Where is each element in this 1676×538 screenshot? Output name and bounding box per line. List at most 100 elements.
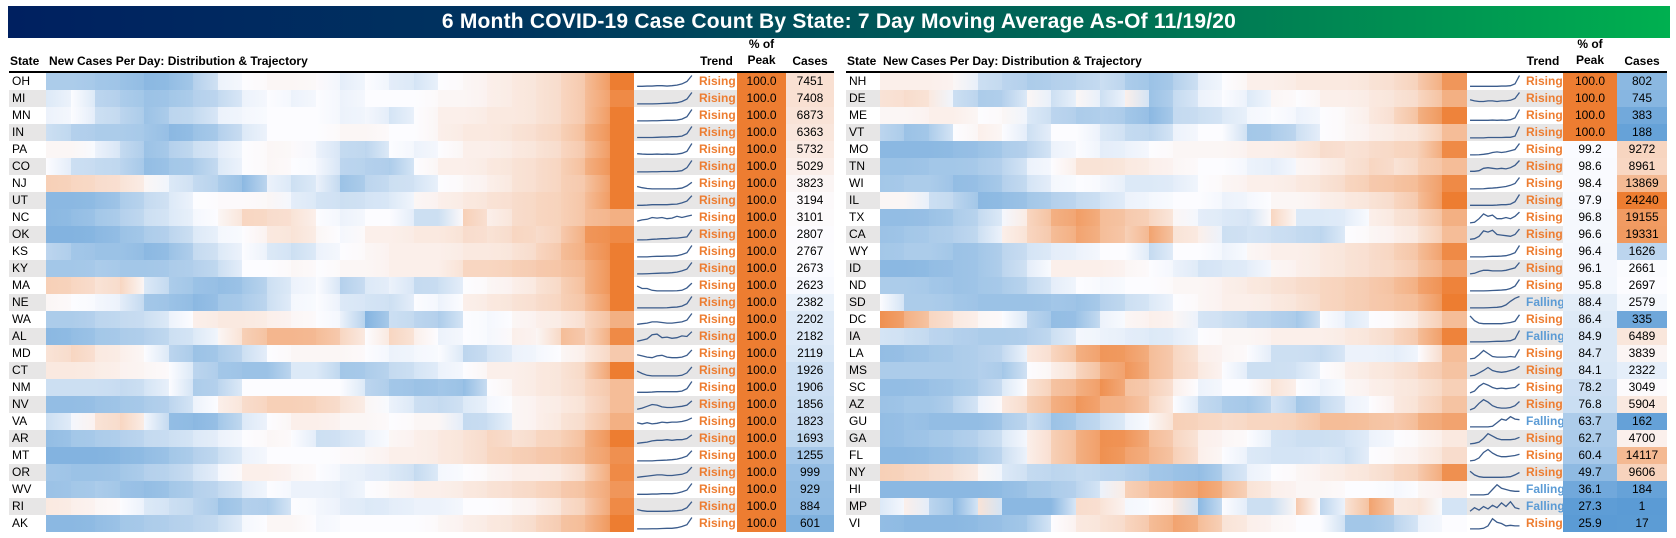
heat-cell [1442,328,1467,345]
heat-cell [511,90,536,107]
table-row: IL Rising 97.9 24240 [846,192,1667,209]
pct-of-peak-cell: 100.0 [737,430,786,447]
heat-cell [1002,379,1027,396]
trend-label: Rising [696,124,737,141]
pct-of-peak-cell: 100.0 [737,362,786,379]
heat-cell [1271,243,1296,260]
heat-cell [242,107,267,124]
cases-cell: 5732 [786,141,834,158]
sparkline [1467,73,1523,90]
sparkline-chart [1469,312,1521,327]
state-label: NE [9,294,46,311]
sparkline-line [1470,297,1519,308]
heat-cell [46,413,71,430]
heat-cell [364,362,389,379]
heat-cell [977,107,1003,124]
heat-cell [487,209,512,226]
heat-cell [364,515,389,532]
heatmap-row [46,158,634,175]
heat-cell [266,294,291,311]
heat-cell [1026,73,1052,90]
heat-cell [1124,294,1149,311]
heat-cell [119,447,144,464]
heat-cell [389,277,414,294]
heat-cell [1442,243,1467,260]
heat-cell [1124,345,1149,362]
table-body: NH Rising 100.0 802 DE Rising 100.0 745 ME Rising… [846,73,1667,532]
heat-cell [340,175,365,192]
sparkline-chart [636,346,693,361]
heat-cell [168,107,193,124]
state-label: NC [12,210,30,224]
heat-cell [389,379,414,396]
heat-cell [1075,90,1101,107]
heat-cell [413,498,438,515]
heat-cell [1002,209,1027,226]
heat-cell [315,396,340,413]
pct-of-peak-cell: 100.0 [737,260,786,277]
heat-cell [1002,328,1027,345]
heatmap-row [880,362,1467,379]
heat-cell [1051,362,1076,379]
sparkline-chart [636,193,693,208]
heat-cell [1393,175,1418,192]
heat-cell [511,226,536,243]
sparkline-line [1470,161,1519,172]
trend-label: Rising [696,90,737,107]
heat-cell [880,243,905,260]
heat-cell [291,124,316,141]
heat-cell [880,294,905,311]
table-row: ID Rising 96.1 2661 [846,260,1667,277]
heat-cell [1246,141,1272,158]
heat-cell [536,73,561,90]
heat-cell [1026,260,1052,277]
heat-cell [1100,362,1125,379]
heatmap-row [46,209,634,226]
heat-cell [70,328,95,345]
heat-cell [1148,379,1174,396]
heat-cell [1173,175,1198,192]
heat-cell [1417,73,1443,90]
trend-label: Falling [1523,498,1565,515]
heat-cell [144,124,169,141]
heatmap-row [46,226,634,243]
heat-cell [487,396,512,413]
heat-cell [953,158,978,175]
heat-cell [585,277,610,294]
heat-cell [266,209,291,226]
heat-cell [1295,141,1321,158]
heat-cell [1246,498,1272,515]
heat-cell [46,464,71,481]
heatmap-row [46,243,634,260]
heat-cell [1002,124,1027,141]
table-row: CT Rising 100.0 1926 [9,362,834,379]
heat-cell [953,362,978,379]
heat-cell [266,515,291,532]
sparkline-line [1470,195,1519,206]
heat-cell [119,464,144,481]
heat-cell [1417,192,1443,209]
state-label: NM [12,380,31,394]
heat-cell [1369,413,1394,430]
state-label: AL [9,328,46,345]
heat-cell [315,498,340,515]
heat-cell [266,447,291,464]
sparkline-line [638,297,693,308]
state-label: ME [849,108,867,122]
sparkline-line [1470,450,1519,461]
pct-of-peak-cell: 86.4 [1563,311,1617,328]
sparkline [1467,345,1523,362]
heat-cell [340,107,365,124]
sparkline-line [638,93,693,104]
state-label: LA [849,346,864,360]
heat-cell [1124,141,1149,158]
heat-cell [315,481,340,498]
heat-cell [1320,260,1345,277]
heat-cell [1320,345,1345,362]
heat-cell [1173,73,1198,90]
heatmap-row [880,192,1467,209]
heat-cell [119,192,144,209]
heat-cell [1002,413,1027,430]
heat-cell [1393,379,1418,396]
trend-label: Rising [699,176,736,190]
